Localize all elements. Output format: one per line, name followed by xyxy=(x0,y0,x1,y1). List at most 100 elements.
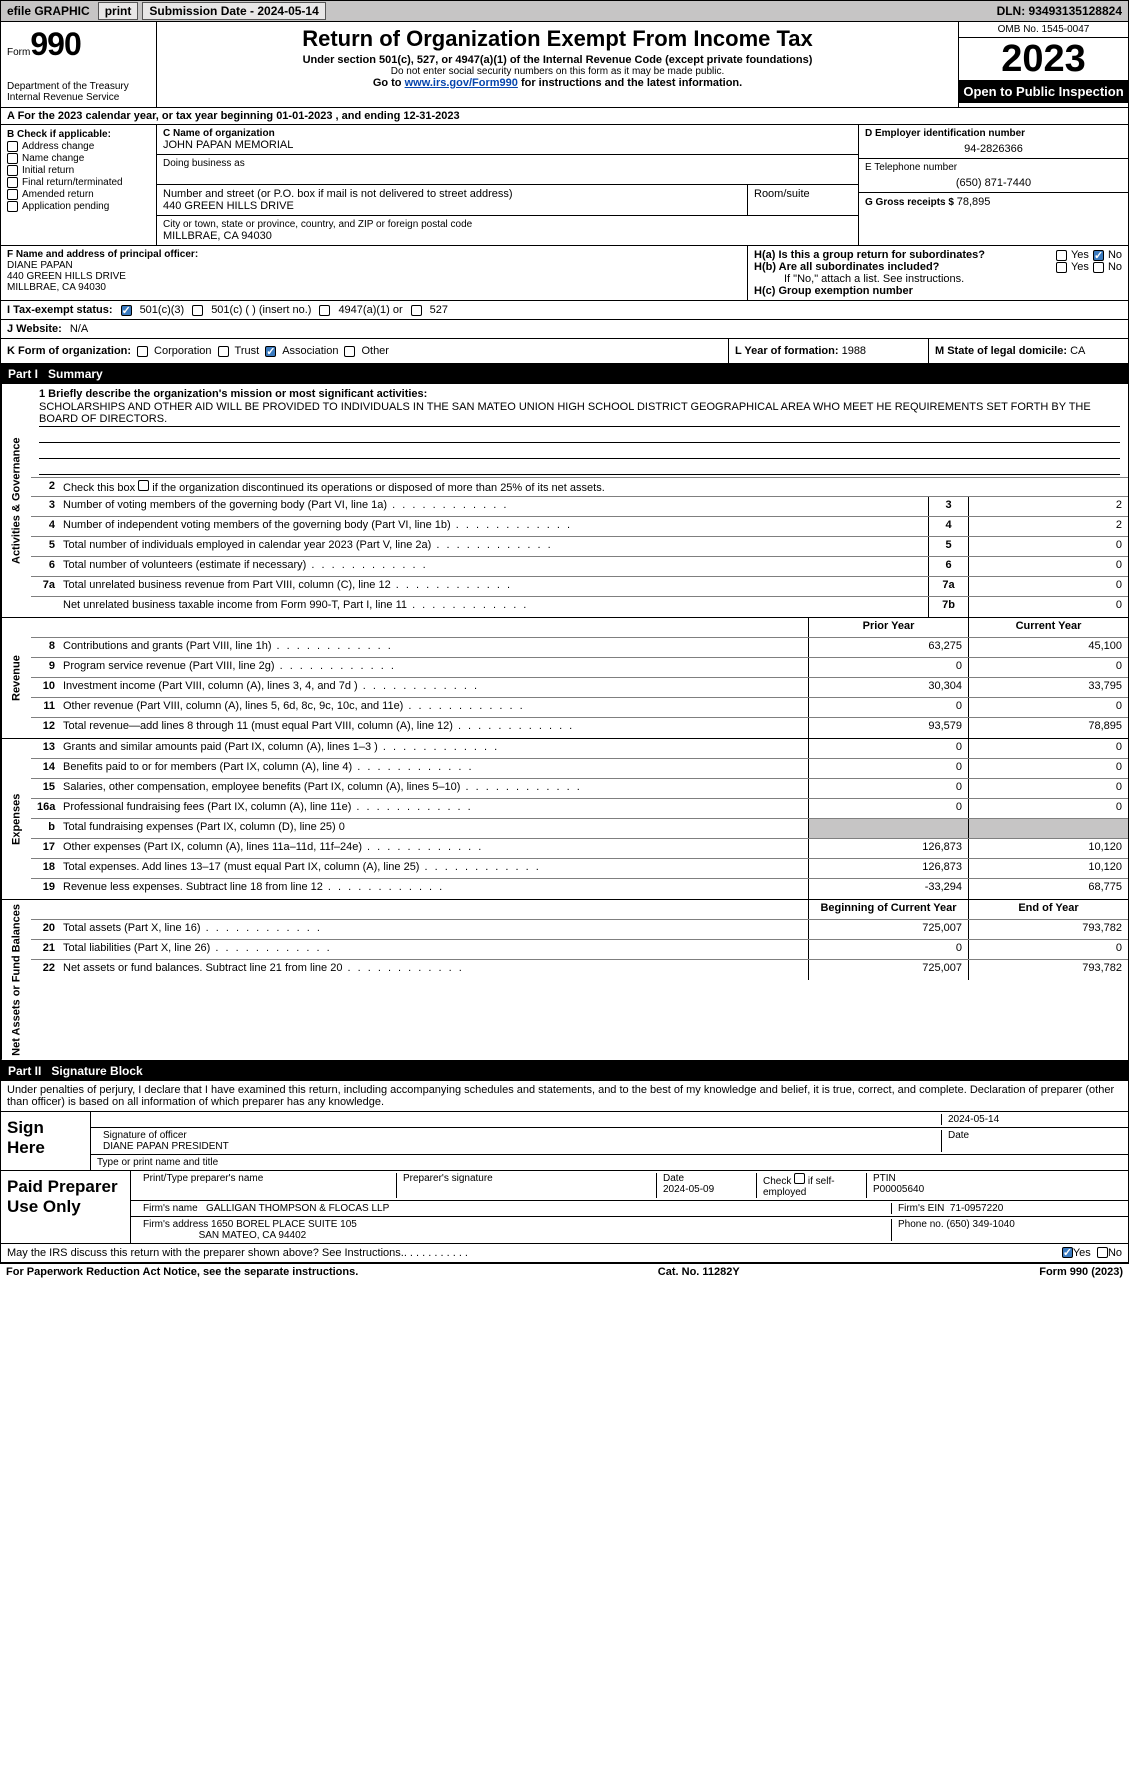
top-bar: efile GRAPHIC print Submission Date - 20… xyxy=(0,0,1129,22)
goto-pre: Go to xyxy=(373,77,405,89)
revenue-section: Revenue Prior YearCurrent Year 8Contribu… xyxy=(0,618,1129,739)
check-corporation[interactable] xyxy=(137,346,148,357)
summary-line: bTotal fundraising expenses (Part IX, co… xyxy=(31,819,1128,839)
section-f: F Name and address of principal officer:… xyxy=(1,246,748,300)
goto-post: for instructions and the latest informat… xyxy=(518,77,742,89)
discuss-row: May the IRS discuss this return with the… xyxy=(0,1244,1129,1263)
part-i-title: Summary xyxy=(48,367,103,381)
type-print-label: Type or print name and title xyxy=(97,1157,218,1168)
summary-line: 12Total revenue—add lines 8 through 11 (… xyxy=(31,718,1128,738)
k-label: K Form of organization: xyxy=(7,345,131,357)
summary-line: 14Benefits paid to or for members (Part … xyxy=(31,759,1128,779)
side-expenses: Expenses xyxy=(1,739,31,899)
preparer-sig-label: Preparer's signature xyxy=(397,1173,657,1198)
gross-label: G Gross receipts $ xyxy=(865,197,954,208)
check-other[interactable] xyxy=(344,346,355,357)
hb-yes[interactable] xyxy=(1056,262,1067,273)
footer: For Paperwork Reduction Act Notice, see … xyxy=(0,1263,1129,1280)
check-name-change[interactable]: Name change xyxy=(7,153,150,164)
summary-line: 21Total liabilities (Part X, line 26)00 xyxy=(31,940,1128,960)
part-ii-header: Part II Signature Block xyxy=(0,1061,1129,1081)
firm-name: GALLIGAN THOMPSON & FLOCAS LLP xyxy=(206,1203,389,1214)
open-inspection: Open to Public Inspection xyxy=(959,80,1128,103)
begin-year-hdr: Beginning of Current Year xyxy=(808,900,968,919)
perjury-statement: Under penalties of perjury, I declare th… xyxy=(0,1081,1129,1112)
section-bcd: B Check if applicable: Address change Na… xyxy=(0,125,1129,246)
i-label: I Tax-exempt status: xyxy=(7,304,113,316)
tax-year: 2023 xyxy=(959,38,1128,80)
print-button[interactable]: print xyxy=(98,2,139,20)
check-application-pending[interactable]: Application pending xyxy=(7,201,150,212)
summary-line: 8Contributions and grants (Part VIII, li… xyxy=(31,638,1128,658)
section-c: C Name of organization JOHN PAPAN MEMORI… xyxy=(157,125,858,245)
check-initial-return[interactable]: Initial return xyxy=(7,165,150,176)
end-year-hdr: End of Year xyxy=(968,900,1128,919)
summary-line: 6Total number of volunteers (estimate if… xyxy=(31,557,1128,577)
row-a: A For the 2023 calendar year, or tax yea… xyxy=(0,108,1129,125)
summary-line: 10Investment income (Part VIII, column (… xyxy=(31,678,1128,698)
form-prefix: Form xyxy=(7,47,30,58)
ha-no[interactable] xyxy=(1093,250,1104,261)
header-row: Form990 Department of the Treasury Inter… xyxy=(0,22,1129,108)
officer-addr2: MILLBRAE, CA 94030 xyxy=(7,282,741,293)
subtitle-1: Under section 501(c), 527, or 4947(a)(1)… xyxy=(165,54,950,66)
check-501c3[interactable] xyxy=(121,305,132,316)
section-k: K Form of organization: Corporation Trus… xyxy=(1,339,728,363)
check-501c[interactable] xyxy=(192,305,203,316)
section-b: B Check if applicable: Address change Na… xyxy=(1,125,157,245)
street-value: 440 GREEN HILLS DRIVE xyxy=(163,200,741,212)
summary-line: 22Net assets or fund balances. Subtract … xyxy=(31,960,1128,980)
check-discontinued[interactable] xyxy=(138,480,149,491)
summary-line: 16aProfessional fundraising fees (Part I… xyxy=(31,799,1128,819)
discuss-no[interactable] xyxy=(1097,1247,1108,1258)
ptin-value: P00005640 xyxy=(873,1184,924,1195)
net-assets-section: Net Assets or Fund Balances Beginning of… xyxy=(0,900,1129,1061)
section-m: M State of legal domicile: CA xyxy=(928,339,1128,363)
summary-line: 3Number of voting members of the governi… xyxy=(31,497,1128,517)
mission-block: 1 Briefly describe the organization's mi… xyxy=(31,384,1128,477)
summary-line: 17Other expenses (Part IX, column (A), l… xyxy=(31,839,1128,859)
preparer-name-label: Print/Type preparer's name xyxy=(137,1173,397,1198)
tel-value: (650) 871-7440 xyxy=(865,177,1122,189)
title-cell: Return of Organization Exempt From Incom… xyxy=(157,22,958,107)
goto-link[interactable]: www.irs.gov/Form990 xyxy=(405,77,518,89)
current-year-hdr: Current Year xyxy=(968,618,1128,637)
subtitle-2: Do not enter social security numbers on … xyxy=(165,66,950,77)
expenses-section: Expenses 13Grants and similar amounts pa… xyxy=(0,739,1129,900)
year-formation: 1988 xyxy=(842,345,866,357)
dept-treasury: Department of the Treasury Internal Reve… xyxy=(7,81,150,103)
check-association[interactable] xyxy=(265,346,276,357)
efile-label: efile GRAPHIC xyxy=(1,4,96,18)
check-address-change[interactable]: Address change xyxy=(7,141,150,152)
part-i-num: Part I xyxy=(8,367,38,381)
form-990: 990 xyxy=(30,26,80,62)
check-final-return[interactable]: Final return/terminated xyxy=(7,177,150,188)
main-title: Return of Organization Exempt From Incom… xyxy=(165,26,950,52)
summary-line: Net unrelated business taxable income fr… xyxy=(31,597,1128,617)
check-self-employed[interactable] xyxy=(794,1173,805,1184)
f-label: F Name and address of principal officer: xyxy=(7,249,741,260)
section-fh: F Name and address of principal officer:… xyxy=(0,246,1129,301)
line-2: Check this box if the organization disco… xyxy=(61,478,1128,496)
check-4947[interactable] xyxy=(319,305,330,316)
tel-label: E Telephone number xyxy=(865,162,1122,173)
ha-yes[interactable] xyxy=(1056,250,1067,261)
check-527[interactable] xyxy=(411,305,422,316)
summary-line: 5Total number of individuals employed in… xyxy=(31,537,1128,557)
check-amended-return[interactable]: Amended return xyxy=(7,189,150,200)
mission-text: SCHOLARSHIPS AND OTHER AID WILL BE PROVI… xyxy=(39,400,1120,427)
summary-line: 13Grants and similar amounts paid (Part … xyxy=(31,739,1128,759)
firm-ein: 71-0957220 xyxy=(950,1203,1003,1214)
gross-value: 78,895 xyxy=(957,196,991,208)
hb-note: If "No," attach a list. See instructions… xyxy=(754,273,1122,285)
check-trust[interactable] xyxy=(218,346,229,357)
summary-line: 9Program service revenue (Part VIII, lin… xyxy=(31,658,1128,678)
section-h: H(a) Is this a group return for subordin… xyxy=(748,246,1128,300)
goto-line: Go to www.irs.gov/Form990 for instructio… xyxy=(165,77,950,89)
sign-here-block: Sign Here 2024-05-14 Signature of office… xyxy=(0,1112,1129,1171)
submission-date: Submission Date - 2024-05-14 xyxy=(142,2,325,20)
b-label: B Check if applicable: xyxy=(7,129,150,140)
discuss-yes[interactable] xyxy=(1062,1247,1073,1258)
preparer-date: 2024-05-09 xyxy=(663,1184,714,1195)
hb-no[interactable] xyxy=(1093,262,1104,273)
